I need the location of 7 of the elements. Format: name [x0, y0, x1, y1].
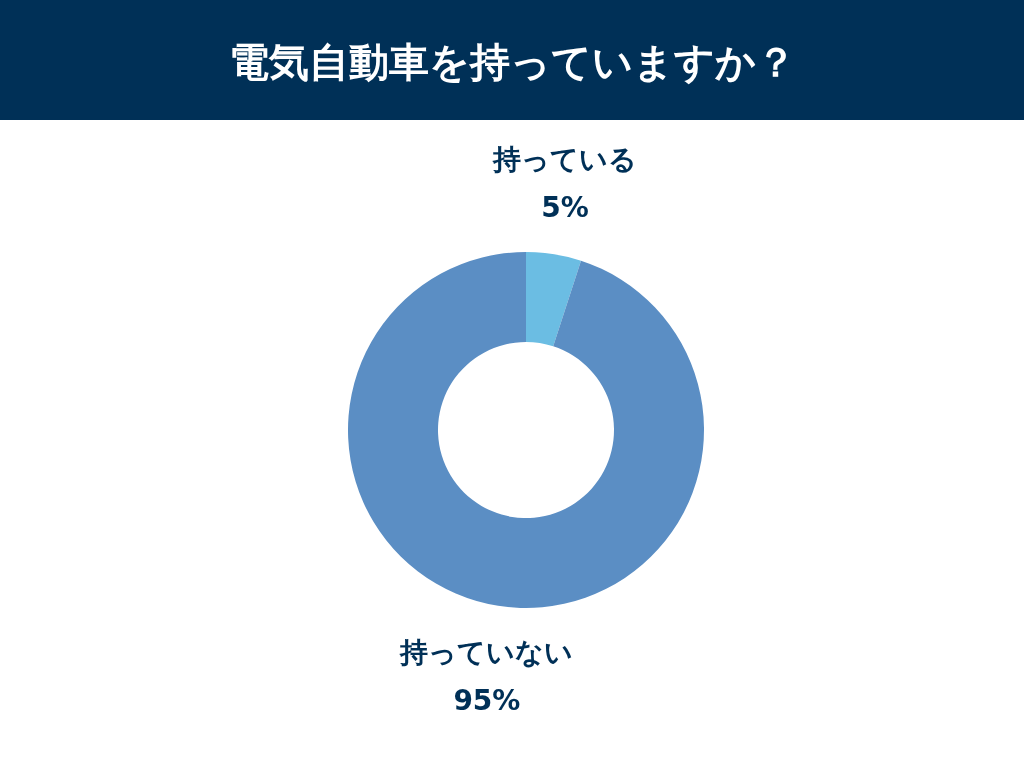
data-label: 5%: [541, 190, 589, 224]
slice-label: 持っていない: [399, 636, 574, 670]
donut-slice: [526, 252, 582, 347]
data-label: 95%: [453, 684, 521, 718]
donut-slice: [348, 252, 704, 608]
slice-label: 持っている: [492, 142, 638, 176]
chart-title: 電気自動車を持っていますか？: [228, 39, 796, 85]
